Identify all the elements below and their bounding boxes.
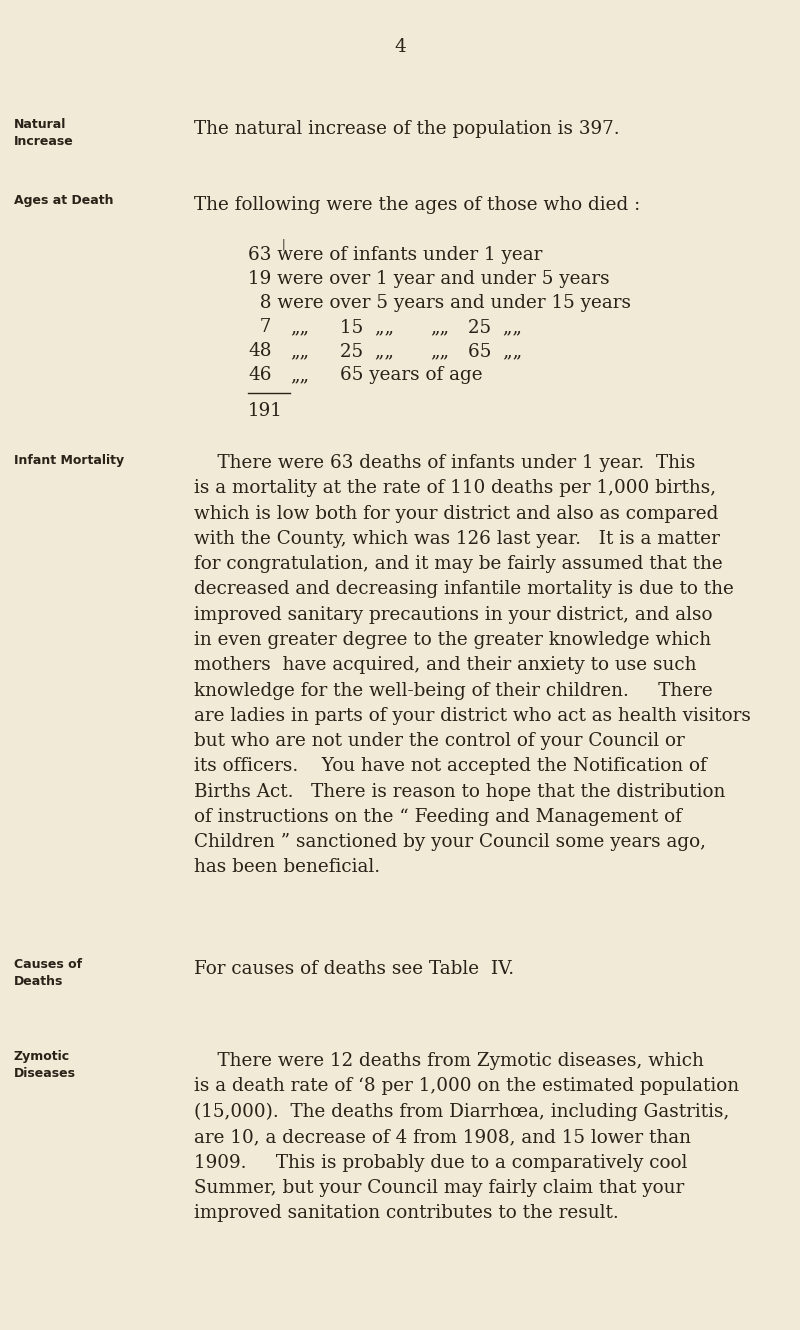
Text: Ages at Death: Ages at Death bbox=[14, 194, 114, 207]
Text: Infant Mortality: Infant Mortality bbox=[14, 454, 124, 467]
Text: |: | bbox=[282, 238, 286, 250]
Text: 7: 7 bbox=[248, 318, 271, 336]
Text: 4: 4 bbox=[394, 39, 406, 56]
Text: 25  „„: 25 „„ bbox=[468, 318, 522, 336]
Text: 65 years of age: 65 years of age bbox=[340, 366, 482, 384]
Text: There were 63 deaths of infants under 1 year.  This
is a mortality at the rate o: There were 63 deaths of infants under 1 … bbox=[194, 454, 751, 876]
Text: 63 were of infants under 1 year: 63 were of infants under 1 year bbox=[248, 246, 542, 263]
Text: 25  „„: 25 „„ bbox=[340, 342, 394, 360]
Text: There were 12 deaths from Zymotic diseases, which
is a death rate of ‘8 per 1,00: There were 12 deaths from Zymotic diseas… bbox=[194, 1052, 739, 1222]
Text: The natural increase of the population is 397.: The natural increase of the population i… bbox=[194, 120, 620, 138]
Text: Natural
Increase: Natural Increase bbox=[14, 118, 74, 148]
Text: 19 were over 1 year and under 5 years: 19 were over 1 year and under 5 years bbox=[248, 270, 610, 289]
Text: „„: „„ bbox=[430, 318, 449, 336]
Text: The following were the ages of those who died :: The following were the ages of those who… bbox=[194, 196, 640, 214]
Text: „„: „„ bbox=[290, 366, 309, 384]
Text: 48: 48 bbox=[248, 342, 271, 360]
Text: „„: „„ bbox=[290, 318, 309, 336]
Text: 65  „„: 65 „„ bbox=[468, 342, 522, 360]
Text: Causes of
Deaths: Causes of Deaths bbox=[14, 958, 82, 988]
Text: „„: „„ bbox=[290, 342, 309, 360]
Text: For causes of deaths see Table  IV.: For causes of deaths see Table IV. bbox=[194, 960, 514, 978]
Text: 15  „„: 15 „„ bbox=[340, 318, 394, 336]
Text: „„: „„ bbox=[430, 342, 449, 360]
Text: 46: 46 bbox=[248, 366, 271, 384]
Text: Zymotic
Diseases: Zymotic Diseases bbox=[14, 1049, 76, 1080]
Text: 191: 191 bbox=[248, 402, 283, 420]
Text: 8 were over 5 years and under 15 years: 8 were over 5 years and under 15 years bbox=[248, 294, 631, 313]
